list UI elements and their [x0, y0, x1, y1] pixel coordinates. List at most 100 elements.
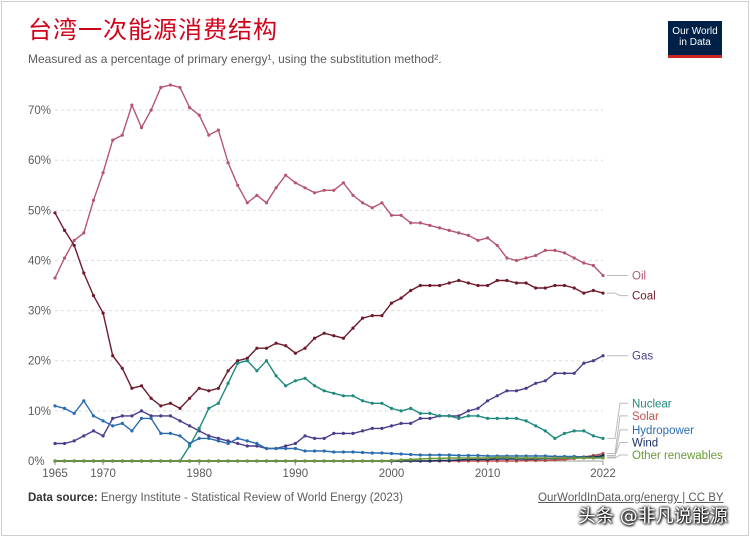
data-point: [53, 276, 57, 280]
data-point: [274, 341, 278, 345]
data-point: [313, 459, 317, 463]
data-point: [63, 459, 67, 463]
series-hydropower: [53, 399, 605, 459]
data-point: [264, 459, 269, 463]
x-tick-label: 2010: [475, 468, 501, 480]
grid-lines: [55, 109, 603, 462]
data-point: [380, 201, 384, 205]
data-point: [341, 394, 345, 398]
label-connector: [607, 454, 628, 459]
x-tick-label: 1970: [90, 468, 116, 480]
data-point: [101, 459, 105, 463]
x-tick-label: 1965: [42, 468, 68, 480]
data-point: [428, 456, 432, 461]
data-point: [101, 419, 105, 423]
chart-title: 台湾一次能源消费结构: [28, 16, 278, 44]
data-point: [293, 441, 297, 446]
data-point: [207, 406, 211, 410]
data-point: [399, 421, 403, 425]
series-lines: [53, 83, 605, 463]
data-point: [562, 251, 567, 255]
data-point: [130, 414, 134, 418]
data-point: [505, 416, 509, 420]
data-point: [91, 198, 96, 202]
data-point: [63, 441, 67, 446]
data-point: [216, 439, 220, 443]
data-point: [418, 283, 422, 288]
logo-accent-bar: [668, 55, 722, 58]
data-point: [207, 389, 211, 393]
data-point: [120, 421, 124, 425]
data-point: [572, 456, 576, 460]
data-point: [466, 456, 470, 460]
data-point: [178, 434, 182, 438]
data-point: [601, 436, 605, 440]
x-tick-label: 2022: [590, 468, 616, 480]
data-point: [226, 439, 230, 443]
data-point: [149, 396, 153, 400]
data-point: [572, 286, 576, 290]
data-point: [466, 281, 470, 285]
data-point: [495, 278, 499, 283]
data-point: [399, 296, 403, 300]
data-point: [457, 278, 461, 283]
data-point: [486, 416, 490, 420]
data-point: [543, 456, 547, 460]
data-point: [582, 456, 586, 460]
data-point: [389, 451, 394, 456]
data-point: [293, 446, 297, 451]
data-point: [245, 439, 249, 443]
data-point: [216, 459, 220, 463]
series-label: Hydropower: [632, 425, 694, 437]
data-point: [72, 459, 76, 463]
data-point: [303, 434, 307, 438]
y-tick-label: 0%: [28, 456, 45, 468]
data-point: [447, 414, 451, 418]
data-point: [418, 416, 422, 420]
data-point: [543, 379, 547, 383]
data-point: [466, 414, 470, 418]
data-point: [313, 191, 317, 195]
series-line: [55, 355, 604, 450]
data-point: [322, 389, 326, 393]
owid-link[interactable]: OurWorldInData.org/energy | CC BY: [538, 492, 724, 504]
data-point: [264, 446, 269, 451]
data-point: [389, 458, 394, 463]
data-point: [188, 441, 192, 446]
series-line: [54, 399, 603, 458]
data-point: [553, 283, 557, 288]
data-point: [82, 434, 86, 438]
data-point: [255, 441, 259, 446]
data-point: [514, 456, 519, 460]
data-point: [111, 416, 115, 420]
series-line: [55, 452, 604, 462]
label-connector: [607, 429, 628, 458]
data-point: [428, 223, 432, 227]
owid-logo[interactable]: Our World in Data: [668, 21, 722, 55]
data-point: [130, 459, 134, 463]
data-point: [524, 281, 528, 285]
data-point: [111, 424, 115, 428]
series-oil: [53, 83, 605, 280]
data-point: [207, 434, 211, 438]
data-point: [207, 133, 211, 137]
data-point: [274, 186, 278, 190]
data-point: [514, 389, 519, 393]
data-point: [409, 421, 413, 425]
data-point: [197, 386, 201, 390]
data-point: [255, 459, 259, 463]
data-point: [332, 431, 336, 435]
data-point: [91, 294, 96, 298]
data-point: [216, 401, 220, 405]
x-tick-label: 1980: [186, 468, 212, 480]
data-point: [130, 429, 134, 433]
data-point: [457, 456, 461, 460]
data-point: [341, 459, 345, 463]
data-point: [303, 376, 307, 380]
data-point: [53, 441, 57, 446]
data-point: [188, 396, 192, 400]
data-point: [341, 181, 345, 185]
data-point: [351, 394, 355, 398]
data-point: [553, 456, 557, 460]
y-tick-label: 40%: [28, 255, 51, 267]
